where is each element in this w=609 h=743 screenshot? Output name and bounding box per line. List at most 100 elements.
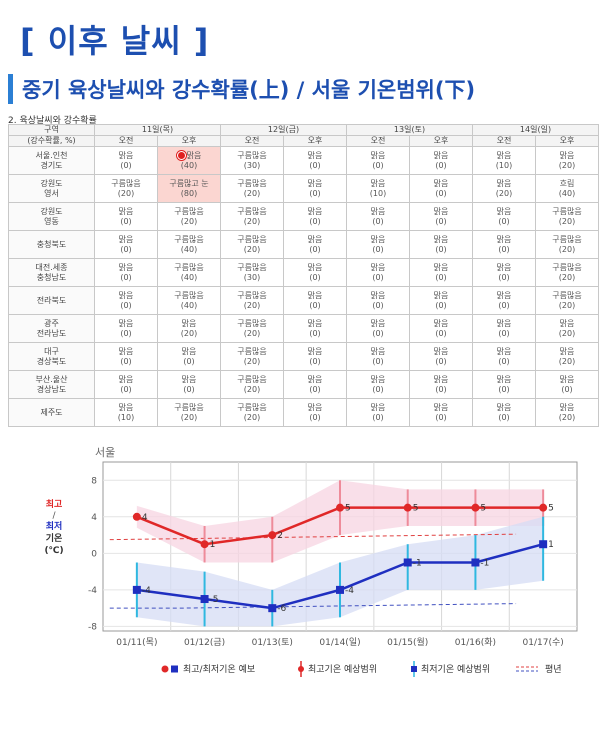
precip-probability: (0) <box>435 272 447 282</box>
precip-probability: (0) <box>372 300 384 310</box>
weather-text: 구름많음 <box>159 263 220 273</box>
weather-text: 맑음 <box>285 151 346 161</box>
weather-text: 맑음 <box>474 375 535 385</box>
weather-label: 흐림 <box>559 178 575 188</box>
data-label: 1 <box>548 540 554 550</box>
weather-text: 맑음 <box>96 403 157 413</box>
weather-text: 맑음 <box>96 151 157 161</box>
table-row: 제주도 맑음 (10) 구름많음 (20) 구름많음 (20) 맑음 (0) 맑음 (0) 맑음 (0)… <box>8 398 599 427</box>
forecast-cell: 맑음 (0) <box>283 258 347 287</box>
forecast-cell: 맑음 (0) <box>472 342 536 371</box>
weather-label: 맑음 <box>433 178 449 188</box>
region-cell: 대전.세종 충청남도 <box>8 258 95 287</box>
weather-text: 맑음 <box>537 402 598 413</box>
legend-label: 최저기온 예상범위 <box>421 664 490 675</box>
weather-label: 맑음 <box>307 402 323 412</box>
weather-text: 맑음 <box>411 178 472 189</box>
precip-probability: (20) <box>243 244 261 254</box>
period-header: 오후 <box>157 135 221 147</box>
precip-probability: (20) <box>558 272 576 282</box>
weather-label: 맑음 <box>433 374 449 384</box>
weather-label: 맑음 <box>370 178 386 188</box>
y-axis-label-sep: / <box>52 511 56 521</box>
weather-text: 맑음 <box>474 403 535 413</box>
data-label: 5 <box>480 504 486 514</box>
precip-probability: (0) <box>435 384 447 394</box>
weather-label: 구름많음 <box>237 178 267 188</box>
precip-probability: (40) <box>558 188 576 198</box>
weather-text: 구름많음 <box>537 207 598 217</box>
weather-label: 맑음 <box>496 318 512 328</box>
weather-label: 구름많음 <box>237 150 267 160</box>
precip-probability: (0) <box>183 356 195 366</box>
table-row: 광주 전라남도 맑음 (0) 맑음 (20) 구름많음 (20) 맑음 (0) 맑음 (0) 맑음 (0)… <box>8 314 599 343</box>
x-tick-label: 01/14(일) <box>319 637 360 648</box>
day-header: 12일(금) <box>220 124 347 136</box>
precip-probability: (20) <box>243 384 261 394</box>
weather-text: 맑음 <box>96 207 157 217</box>
forecast-cell: 맑음 (20) <box>535 398 599 427</box>
data-point <box>539 540 548 549</box>
weather-label: 구름많음 <box>174 206 204 216</box>
precip-probability: (0) <box>309 356 321 366</box>
period-header: 오전 <box>472 135 536 147</box>
precip-probability: (40) <box>180 244 198 254</box>
forecast-cell: 맑음 (0) <box>94 370 158 399</box>
weather-text: 맑음 <box>411 235 472 245</box>
weather-text: 맑음 <box>285 263 346 273</box>
forecast-cell: 맑음 (0) <box>94 230 158 259</box>
precip-probability: (10) <box>495 160 513 170</box>
weather-label: 맑음 <box>307 346 323 356</box>
y-tick-label: -4 <box>88 586 97 596</box>
forecast-cell: 맑음 (0) <box>472 398 536 427</box>
weather-text: 맑음 <box>537 151 598 161</box>
forecast-cell: 구름많음 (40) <box>157 258 221 287</box>
weather-text: 맑음 <box>537 375 598 385</box>
weather-text: 맑음 <box>285 319 346 329</box>
period-header: 오전 <box>220 135 284 147</box>
weather-label: 맑음 <box>118 290 134 300</box>
data-point <box>471 558 480 567</box>
region-name: 전라남도 <box>36 328 67 338</box>
region-name: 강원도 <box>40 206 63 216</box>
forecast-cell: 맑음 (0) <box>283 146 347 175</box>
y-tick-label: 0 <box>91 549 97 559</box>
forecast-cell: 구름많음 (20) <box>220 174 284 203</box>
weather-text: 맑음 <box>474 347 535 357</box>
forecast-cell: 맑음 (20) <box>535 146 599 175</box>
region-cell: 부산.울산 경상남도 <box>8 370 95 399</box>
precip-probability: (10) <box>117 412 135 422</box>
forecast-cell: 맑음 (0) <box>409 202 473 231</box>
weather-text: 구름많음 <box>159 291 220 301</box>
forecast-cell: 맑음 (0) <box>94 342 158 371</box>
weather-label: 맑음 <box>118 346 134 356</box>
weather-label: 맑음 <box>433 318 449 328</box>
region-cell: 충청북도 <box>8 230 95 259</box>
precip-probability: (0) <box>435 244 447 254</box>
weather-label: 맑음 <box>496 234 512 244</box>
data-point <box>539 503 548 512</box>
region-cell: 서울.인천 경기도 <box>8 146 95 175</box>
weather-label: 맑음 <box>559 402 575 412</box>
legend-label: 최고/최저기온 예보 <box>183 664 255 675</box>
weather-label: 맑음 <box>433 206 449 216</box>
precip-probability: (0) <box>120 160 132 170</box>
weather-text: 맑음 <box>348 291 409 301</box>
weather-text: 맑음 <box>159 150 220 161</box>
x-tick-label: 01/13(토) <box>252 638 293 648</box>
weather-label: 구름많음 <box>237 346 267 356</box>
weather-text: 맑음 <box>348 375 409 385</box>
weather-label: 맑음 <box>496 178 512 188</box>
forecast-cell: 맑음 (20) <box>535 342 599 371</box>
forecast-cell: 구름많음 (20) <box>535 202 599 231</box>
forecast-cell: 맑음 (0) <box>346 342 410 371</box>
x-tick-label: 01/17(수) <box>523 637 564 648</box>
weather-label: 구름많음 <box>237 318 267 328</box>
normal-line <box>109 603 517 609</box>
seoul-temperature-chart: 8 4 0 -4 -8 서울 최고 / 최저 기온 (℃) 4 1 2 5 5 5 5 -4 -5 -6 -4 -1 -1 1 0… <box>0 440 609 739</box>
region-name: 대전.세종 <box>35 262 68 272</box>
data-point <box>471 503 480 512</box>
precip-probability: (0) <box>372 216 384 226</box>
weather-label: 구름많음 <box>237 290 267 300</box>
